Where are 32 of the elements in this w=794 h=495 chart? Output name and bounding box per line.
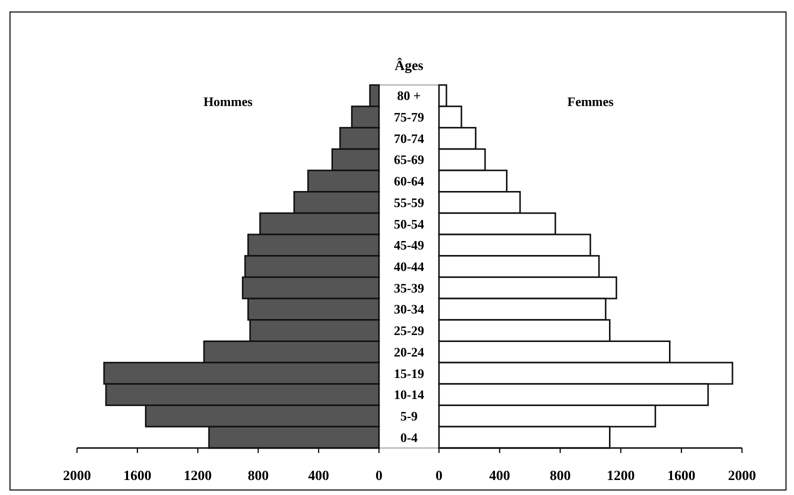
y-tick-label: 75-79 xyxy=(394,110,425,125)
y-tick-label: 30-34 xyxy=(394,302,425,317)
y-tick-label: 10-14 xyxy=(394,387,425,402)
y-tick-label: 80 + xyxy=(397,88,421,104)
x-tick-label: 0 xyxy=(376,469,382,484)
x-tick-label: 1200 xyxy=(184,469,212,484)
x-tick-label: 2000 xyxy=(63,469,91,484)
text: Hommes xyxy=(203,94,253,109)
x-tick-label: 1600 xyxy=(123,469,152,484)
y-tick-label: 35-39 xyxy=(394,280,425,296)
x-tick-label: 1200 xyxy=(606,469,635,484)
y-tick-label: 20-24 xyxy=(394,344,425,360)
y-tick-label: 60-64 xyxy=(394,174,425,189)
y-axis-title: Âges xyxy=(394,57,424,74)
x-tick-label: 400 xyxy=(489,469,510,484)
y-tick-label: 0-4 xyxy=(400,430,418,445)
x-tick-label: 1600 xyxy=(667,469,696,484)
y-tick-label: 5-9 xyxy=(400,408,418,424)
x-tick-label: 2000 xyxy=(728,469,756,484)
y-tick-label: 25-29 xyxy=(394,323,425,338)
y-tick-label: 45-49 xyxy=(394,238,425,253)
x-tick-label: 800 xyxy=(550,469,571,484)
text: Femmes xyxy=(567,94,614,109)
y-tick-label: 40-44 xyxy=(394,259,425,274)
x-tick-label: 800 xyxy=(248,469,269,484)
y-tick-label: 65-69 xyxy=(394,152,425,168)
y-tick-label: 55-59 xyxy=(394,194,425,210)
y-tick-label: 70-74 xyxy=(394,130,425,146)
y-tick-label: 50-54 xyxy=(394,216,425,232)
x-tick-label: 0 xyxy=(436,469,442,484)
y-tick-label: 15-19 xyxy=(394,366,425,381)
x-tick-label: 400 xyxy=(308,469,330,484)
